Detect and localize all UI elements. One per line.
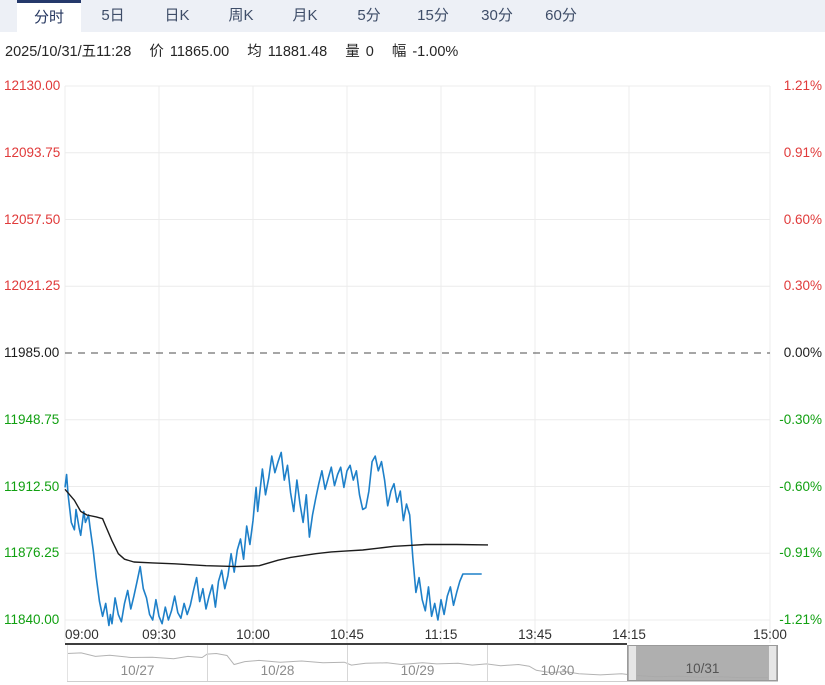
- x-axis-time-label: 11:15: [424, 627, 458, 642]
- tab-30min[interactable]: 30分: [481, 7, 513, 24]
- tab-timeshare[interactable]: 分时: [17, 0, 81, 32]
- tab-monthly-k[interactable]: 月K: [292, 7, 318, 24]
- average-value: 11881.48: [267, 44, 328, 60]
- x-axis-time-label: 13:45: [518, 627, 552, 642]
- y-axis-price-label: 12093.75: [4, 144, 61, 160]
- volume-value: 0: [365, 44, 374, 60]
- y-axis-price-label: 11876.25: [4, 545, 60, 561]
- tab-5min[interactable]: 5分: [357, 7, 381, 24]
- nav-day-10-27[interactable]: 10/27: [67, 645, 207, 681]
- x-axis-time-label: 09:30: [142, 627, 176, 642]
- tab-daily-k[interactable]: 日K: [164, 7, 190, 24]
- change-value: -1.00%: [412, 44, 459, 60]
- price-value: 11865.00: [169, 44, 230, 60]
- nav-day-10-28[interactable]: 10/28: [207, 645, 347, 681]
- average-label: 均: [247, 44, 262, 60]
- nav-day-label: 10/27: [120, 663, 155, 678]
- y-axis-price-label: 12021.25: [4, 278, 61, 294]
- x-axis-baseline: [65, 643, 627, 645]
- tab-weekly-k[interactable]: 周K: [228, 7, 254, 24]
- y-axis-price-label: 12130.00: [4, 78, 61, 93]
- nav-left-handle[interactable]: [628, 646, 637, 680]
- nav-day-label: 10/31: [685, 661, 720, 676]
- nav-selection[interactable]: 10/31: [637, 646, 768, 680]
- x-axis-time-label: 14:15: [612, 627, 646, 642]
- tab-60min[interactable]: 60分: [545, 7, 577, 24]
- y-axis-price-label: 11912.50: [4, 478, 60, 494]
- y-axis-percent-label: 0.60%: [783, 211, 822, 227]
- change-label: 幅: [391, 44, 407, 60]
- y-axis-price-label: 11985.00: [4, 345, 60, 360]
- y-axis-percent-label: -0.91%: [779, 545, 822, 561]
- x-axis-time-label: 10:45: [330, 627, 364, 642]
- y-axis-percent-label: 1.21%: [783, 78, 822, 93]
- period-tab-bar: 分时 5日 日K 周K 月K 5分 15分 30分 60分: [0, 0, 825, 32]
- volume-label: 量: [345, 44, 360, 60]
- nav-day-label: 10/30: [540, 663, 575, 678]
- nav-day-10-30[interactable]: 10/30: [487, 645, 627, 681]
- x-axis-time-label: 09:00: [65, 627, 99, 642]
- date-navigator: 10/27 10/28 10/29 10/30 10/31: [67, 645, 778, 682]
- tab-15min[interactable]: 15分: [417, 7, 449, 24]
- y-axis-percent-label: 0.30%: [783, 278, 822, 294]
- y-axis-percent-label: 0.91%: [783, 144, 822, 160]
- y-axis-percent-label: -1.21%: [779, 612, 822, 627]
- nav-day-label: 10/28: [260, 663, 295, 678]
- y-axis-percent-label: 0.00%: [783, 345, 822, 360]
- tab-5day[interactable]: 5日: [101, 7, 125, 24]
- nav-day-10-31[interactable]: 10/31: [627, 645, 778, 681]
- x-axis-time-label: 15:00: [753, 627, 787, 642]
- nav-day-label: 10/29: [400, 663, 435, 678]
- x-axis-time-label: 10:00: [236, 627, 270, 642]
- y-axis-price-label: 11948.75: [4, 411, 60, 427]
- y-axis-percent-label: -0.30%: [779, 411, 822, 427]
- y-axis-percent-label: -0.60%: [779, 478, 822, 494]
- y-axis-price-label: 11840.00: [4, 612, 60, 627]
- price-label: 价: [149, 44, 164, 60]
- nav-day-10-29[interactable]: 10/29: [347, 645, 487, 681]
- quote-datetime: 2025/10/31/五11:28: [5, 44, 132, 60]
- y-axis-price-label: 12057.50: [4, 211, 61, 227]
- nav-right-handle[interactable]: [768, 646, 777, 680]
